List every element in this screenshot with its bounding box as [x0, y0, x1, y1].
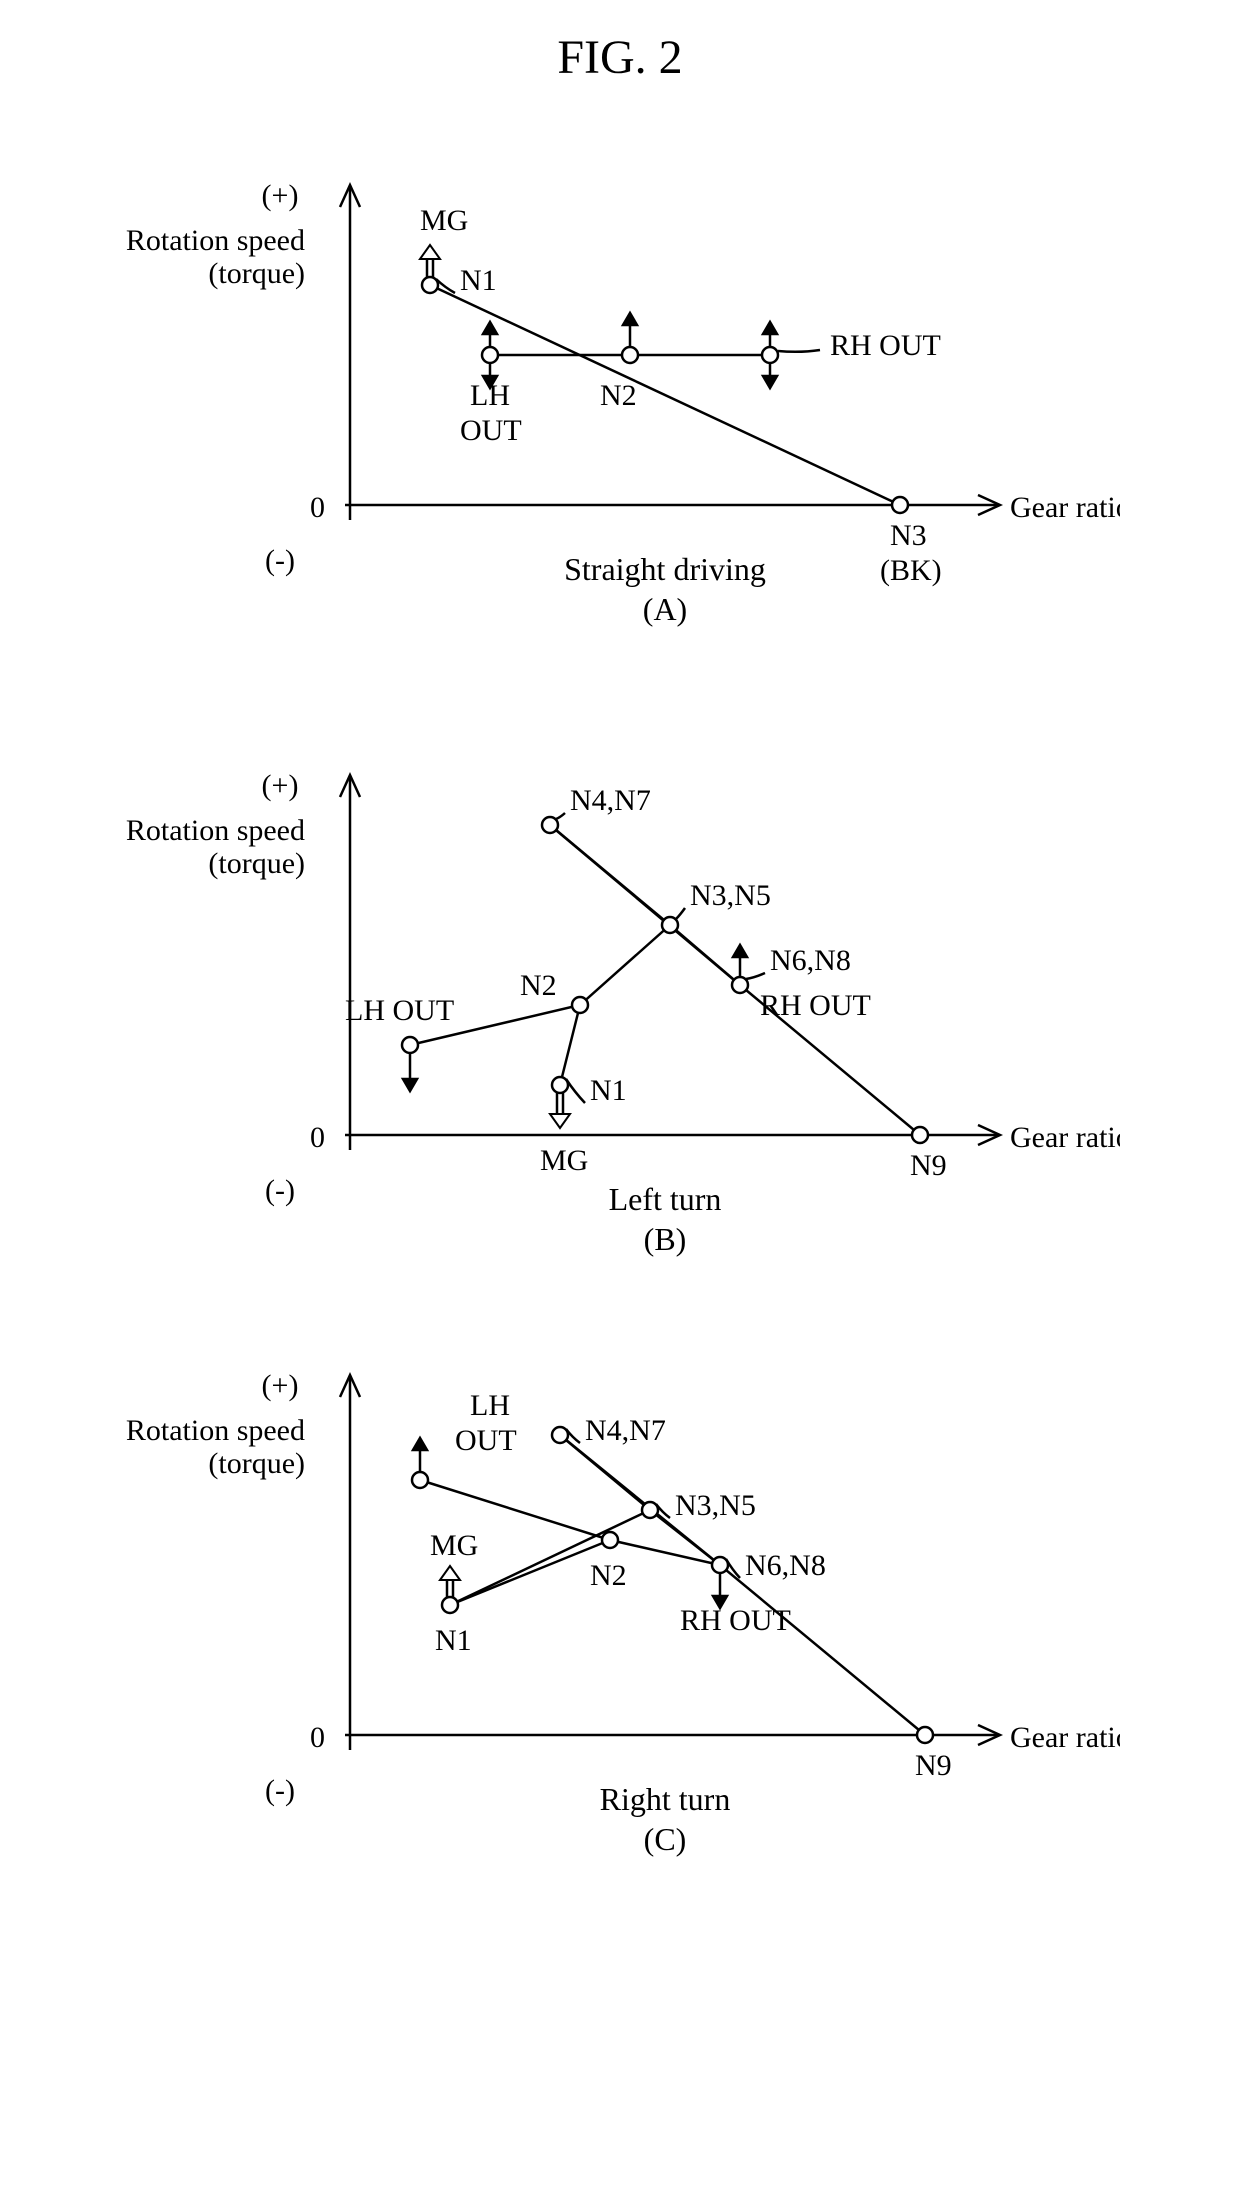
svg-text:(torque): (torque) [208, 257, 305, 290]
panel-a: (+) Rotation speed(torque) 0 (-) Gear ratio S… [120, 105, 1120, 665]
svg-text:0: 0 [310, 491, 325, 524]
panel-c: (+) Rotation speed(torque) 0 (-) Gear ratio R… [120, 1305, 1120, 1865]
svg-text:(C): (C) [644, 1821, 687, 1857]
svg-text:(B): (B) [644, 1221, 687, 1257]
panel-b: (+) Rotation speed(torque) 0 (-) Gear ratio L… [120, 705, 1120, 1265]
svg-text:N3: N3 [890, 519, 927, 552]
svg-text:N2: N2 [520, 969, 557, 1002]
svg-text:0: 0 [310, 1121, 325, 1154]
panels-container: (+)Rotation speed(torque)0(-)Gear ratioS… [30, 105, 1210, 1865]
svg-text:(+): (+) [262, 1369, 299, 1402]
svg-text:Rotation speed: Rotation speed [126, 814, 305, 847]
svg-text:RH OUT: RH OUT [680, 1604, 791, 1637]
svg-text:(A): (A) [643, 591, 687, 627]
svg-text:N4,N7: N4,N7 [585, 1414, 666, 1447]
svg-text:MG: MG [420, 204, 468, 237]
svg-text:LH: LH [470, 379, 510, 412]
svg-text:(-): (-) [265, 544, 295, 577]
svg-text:N3,N5: N3,N5 [675, 1489, 756, 1522]
svg-text:(-): (-) [265, 1174, 295, 1207]
svg-text:Right turn: Right turn [600, 1781, 731, 1817]
figure-title: FIG. 2 [30, 30, 1210, 85]
svg-text:(+): (+) [262, 179, 299, 212]
svg-text:OUT: OUT [455, 1424, 517, 1457]
svg-text:(BK): (BK) [880, 554, 942, 587]
svg-text:Gear ratio: Gear ratio [1010, 1721, 1120, 1754]
svg-text:N6,N8: N6,N8 [745, 1549, 826, 1582]
svg-text:MG: MG [430, 1529, 478, 1562]
svg-text:Gear ratio: Gear ratio [1010, 491, 1120, 524]
svg-text:N9: N9 [910, 1149, 947, 1182]
svg-text:N9: N9 [915, 1749, 952, 1782]
svg-text:(-): (-) [265, 1774, 295, 1807]
svg-text:N1: N1 [460, 264, 497, 297]
svg-text:(+): (+) [262, 769, 299, 802]
svg-text:N2: N2 [600, 379, 637, 412]
svg-text:Straight driving: Straight driving [564, 551, 766, 587]
svg-text:0: 0 [310, 1721, 325, 1754]
svg-text:OUT: OUT [460, 414, 522, 447]
svg-text:Rotation speed: Rotation speed [126, 1414, 305, 1447]
svg-text:(torque): (torque) [208, 847, 305, 880]
svg-text:LH OUT: LH OUT [345, 994, 454, 1027]
svg-text:N4,N7: N4,N7 [570, 784, 651, 817]
svg-text:MG: MG [540, 1144, 588, 1177]
svg-text:N6,N8: N6,N8 [770, 944, 851, 977]
svg-text:RH OUT: RH OUT [830, 329, 941, 362]
svg-text:Gear ratio: Gear ratio [1010, 1121, 1120, 1154]
svg-text:LH: LH [470, 1389, 510, 1422]
svg-text:N3,N5: N3,N5 [690, 879, 771, 912]
svg-text:N1: N1 [590, 1074, 627, 1107]
svg-text:RH OUT: RH OUT [760, 989, 871, 1022]
svg-text:N1: N1 [435, 1624, 472, 1657]
svg-text:N2: N2 [590, 1559, 627, 1592]
svg-text:Rotation speed: Rotation speed [126, 224, 305, 257]
svg-text:Left turn: Left turn [609, 1181, 722, 1217]
svg-text:(torque): (torque) [208, 1447, 305, 1480]
